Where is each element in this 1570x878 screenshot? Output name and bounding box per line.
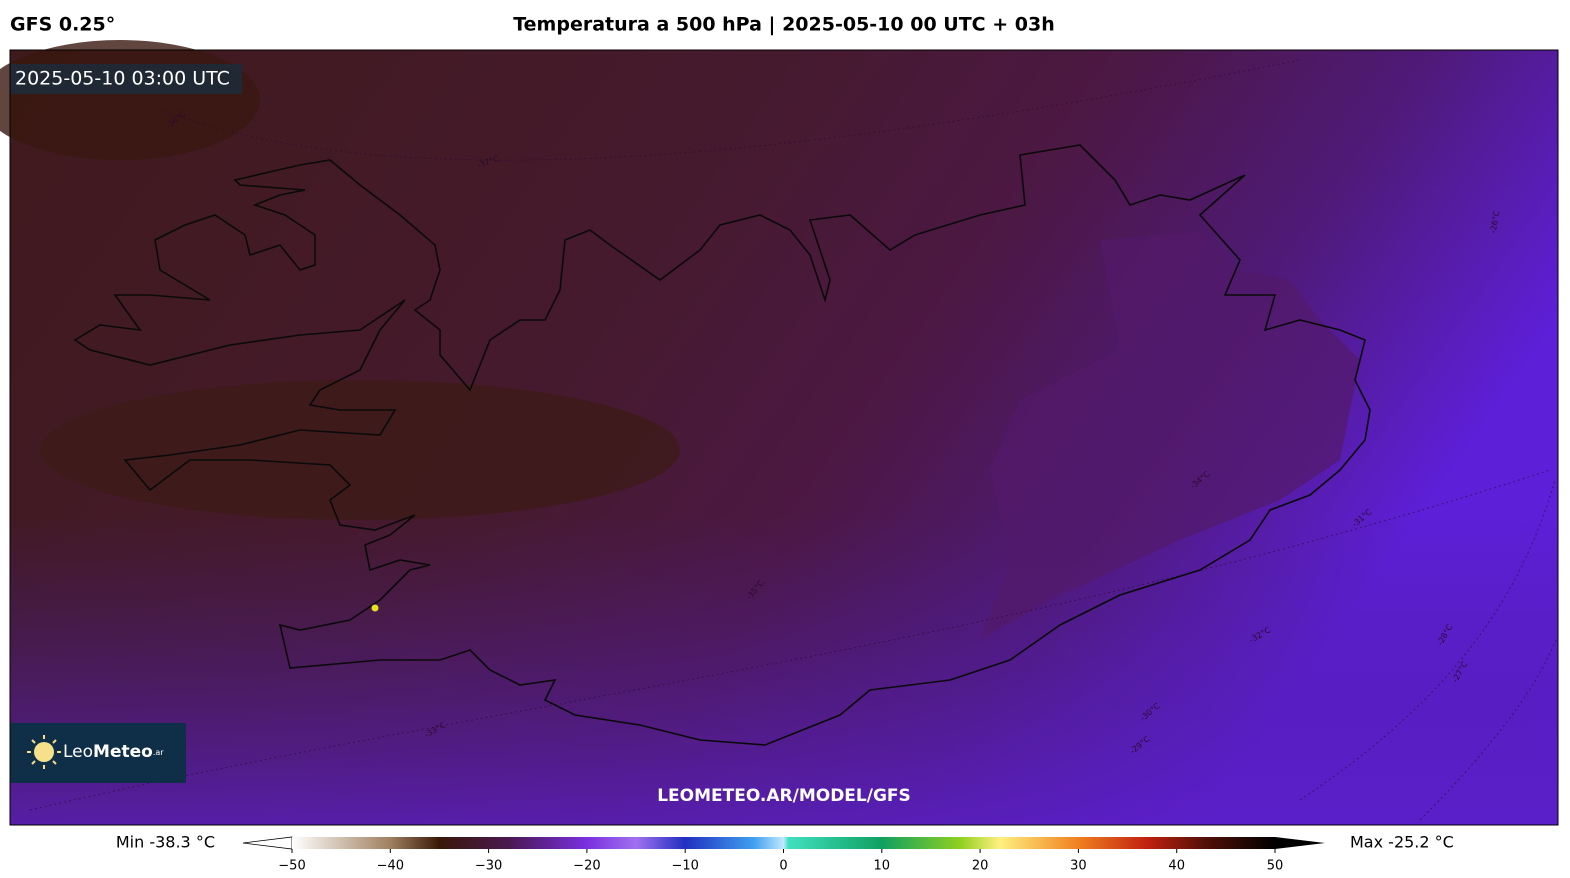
colorbar-tick-label: 50 (1267, 859, 1284, 874)
max-label: Max -25.2 °C (1350, 833, 1454, 852)
map-title: Temperatura a 500 hPa | 2025-05-10 00 UT… (513, 14, 1055, 36)
watermark: LEOMETEO.AR/MODEL/GFS (657, 786, 911, 806)
time-box (10, 64, 242, 94)
colorbar-tick-label: −30 (475, 859, 502, 874)
warm-region (980, 232, 1360, 640)
contour-label: -26°C (1489, 210, 1502, 234)
colorbar-min-arrow (242, 836, 293, 850)
colorbar-tick-label: 30 (1070, 859, 1087, 874)
model-name: GFS 0.25° (10, 14, 115, 36)
colorbar-tick-label: 20 (972, 859, 989, 874)
colorbar: Min -38.3 °C Max -25.2 °C −50 −40 −30 −20 −1… (116, 833, 1454, 874)
colorbar-tick-label: −40 (377, 859, 404, 874)
colorbar-tick-label: −10 (671, 859, 698, 874)
map-frame (9, 49, 1559, 826)
cold-pool (40, 380, 680, 520)
logo-text: LeoMeteo.ar (63, 742, 164, 762)
colorbar-tick-label: 10 (874, 859, 891, 874)
location-marker (371, 604, 379, 612)
min-label: Min -38.3 °C (116, 833, 215, 852)
colorbar-tick-label: 0 (779, 859, 787, 874)
colorbar-ramp (292, 837, 1275, 849)
logo-sun (34, 742, 54, 762)
logo-rays (27, 735, 61, 769)
coastline (73, 144, 1371, 746)
valid-time: 2025-05-10 03:00 UTC (15, 68, 230, 90)
colorbar-tick-label: −50 (278, 859, 305, 874)
colorbar-tick-label: 40 (1168, 859, 1185, 874)
colorbar-max-arrow (1275, 837, 1325, 849)
colorbar-tick-label: −20 (573, 859, 600, 874)
map: -37°C-36°C-35°C-34°C-33°C-32°C-31°C-30°C… (0, 40, 1559, 826)
